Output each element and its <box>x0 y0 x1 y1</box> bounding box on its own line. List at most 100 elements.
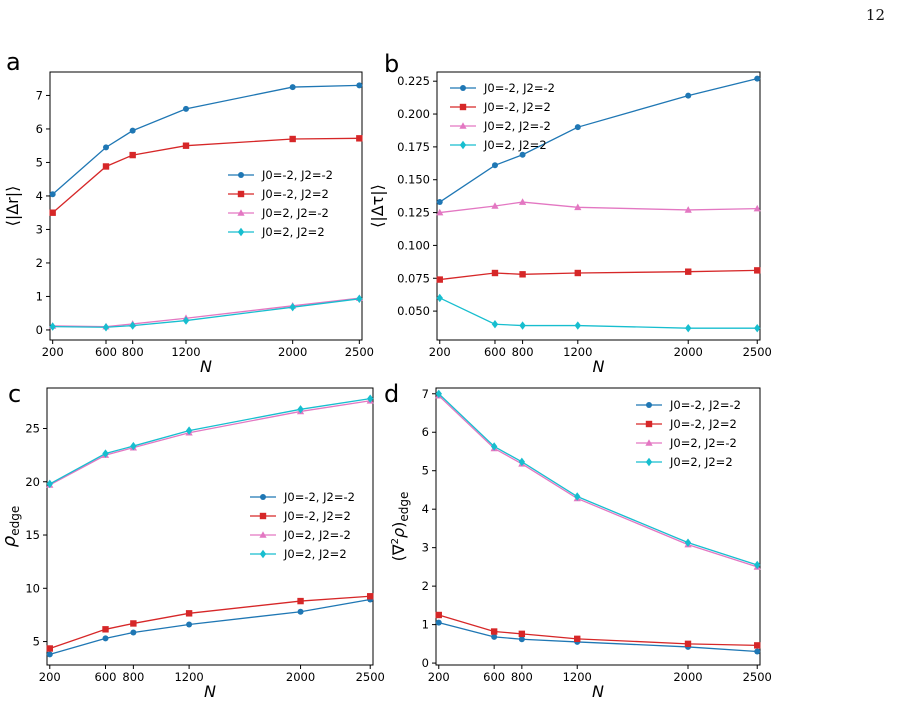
data-point <box>685 268 692 275</box>
y-axis-label: ⟨|Δτ|⟩ <box>368 184 387 228</box>
x-tick-label: 1200 <box>174 670 203 684</box>
data-point <box>289 84 296 91</box>
series-line <box>438 395 758 568</box>
legend-entry: J0=2, J2=2 <box>283 547 347 561</box>
legend-entry: J0=-2, J2=-2 <box>669 398 741 412</box>
data-point <box>297 608 304 615</box>
x-tick-label: 2000 <box>674 345 703 359</box>
y-axis-label: ⟨|Δr|⟩ <box>3 186 22 227</box>
data-point <box>130 620 137 627</box>
x-axis-label: N <box>592 682 604 701</box>
data-point <box>754 560 761 570</box>
page-number: 12 <box>865 6 885 24</box>
y-axis-label: (∇2ρ)edge <box>389 492 411 562</box>
data-point <box>185 610 193 617</box>
data-point <box>103 144 109 151</box>
data-point <box>574 492 581 501</box>
legend-marker <box>459 103 467 111</box>
y-tick-label: 3 <box>422 541 429 555</box>
data-point <box>436 208 444 216</box>
data-point <box>754 642 761 649</box>
series-line <box>52 297 360 328</box>
legend-marker <box>238 172 244 178</box>
y-tick-label: 1 <box>422 618 429 632</box>
data-point <box>182 316 190 325</box>
series-line <box>439 201 758 214</box>
data-point <box>754 75 761 82</box>
data-point <box>182 142 190 149</box>
data-point <box>685 92 692 99</box>
y-tick-label: 0.100 <box>397 238 430 252</box>
y-tick-label: 0.075 <box>397 271 430 285</box>
legend-entry: J0=2, J2=-2 <box>261 206 329 220</box>
x-tick-label: 2000 <box>286 670 315 684</box>
series-line <box>439 297 758 329</box>
y-tick-label: 5 <box>33 635 40 649</box>
legend-marker <box>646 402 652 408</box>
data-point <box>102 163 110 170</box>
legend-entry: J0=-2, J2=-2 <box>261 168 333 182</box>
data-point <box>754 267 761 274</box>
plot-frame <box>436 71 761 341</box>
data-point <box>367 394 374 403</box>
series-line <box>439 269 758 281</box>
data-point <box>435 611 442 619</box>
data-point <box>519 151 526 158</box>
legend-marker <box>645 439 653 446</box>
data-point <box>684 538 692 547</box>
x-tick-label: 600 <box>95 345 117 359</box>
data-point <box>518 636 525 643</box>
x-tick-label: 1200 <box>171 345 200 359</box>
legend-entry: J0=-2, J2=2 <box>283 509 351 523</box>
data-point <box>129 321 136 330</box>
y-tick-label: 6 <box>36 122 43 136</box>
legend-entry: J0=-2, J2=2 <box>669 417 737 431</box>
x-tick-label: 2500 <box>743 670 772 684</box>
legend-marker <box>645 420 653 428</box>
x-tick-label: 1200 <box>563 670 592 684</box>
data-point <box>491 269 499 277</box>
panel-a: a 200 600 800 1200 2000 2500 N 0 1 2 3 4 5 6 7 ⟨|Δr|⟩ J0=… <box>3 48 374 376</box>
plot-frame <box>49 71 363 341</box>
y-tick-label: 0.200 <box>397 107 430 121</box>
data-point <box>490 628 498 635</box>
data-point <box>574 203 582 211</box>
x-tick-label: 600 <box>484 345 506 359</box>
y-tick-label: 0.225 <box>397 74 430 88</box>
data-point <box>491 162 498 169</box>
legend: J0=-2, J2=-2 J0=-2, J2=2 J0=2, J2=-2 J0=2, … <box>228 168 333 239</box>
y-tick-label: 2 <box>36 256 43 270</box>
data-point <box>574 124 581 131</box>
x-axis-label: N <box>200 357 212 376</box>
data-point <box>356 294 363 303</box>
y-tick-label: 3 <box>36 222 43 236</box>
data-point <box>491 320 499 329</box>
data-point <box>519 271 526 278</box>
y-tick-label: 6 <box>422 425 429 439</box>
x-tick-label: 2500 <box>743 345 772 359</box>
plot-frame <box>435 387 761 666</box>
data-point <box>436 276 443 283</box>
data-point <box>183 105 189 112</box>
data-point <box>46 651 53 658</box>
legend-entry: J0=2, J2=-2 <box>283 528 351 542</box>
plot-frame <box>46 387 374 666</box>
panel-c: c 200 600 800 1200 2000 2500 N 5 10 15 20 25 ρedge J0=… <box>0 380 385 701</box>
data-point <box>130 629 137 636</box>
y-tick-label: 0.150 <box>397 173 430 187</box>
x-axis-label: N <box>593 357 605 376</box>
data-point <box>435 389 442 398</box>
series-line <box>49 398 371 485</box>
y-tick-label: 5 <box>422 464 429 478</box>
data-point <box>367 593 374 600</box>
x-tick-label: 2500 <box>356 670 385 684</box>
legend-entry: J0=2, J2=2 <box>483 138 547 152</box>
data-point <box>518 630 526 638</box>
legend: J0=-2, J2=-2 J0=-2, J2=2 J0=2, J2=-2 J0=2, … <box>250 490 355 561</box>
panel-d: d 200 600 800 1200 2000 2500 N 0 1 2 3 4 5 6 7 (∇2ρ)edge… <box>384 380 772 701</box>
data-point <box>49 322 56 331</box>
series-line <box>438 393 758 566</box>
y-tick-label: 5 <box>36 155 43 169</box>
data-point <box>754 648 761 655</box>
y-tick-label: 2 <box>422 579 429 593</box>
